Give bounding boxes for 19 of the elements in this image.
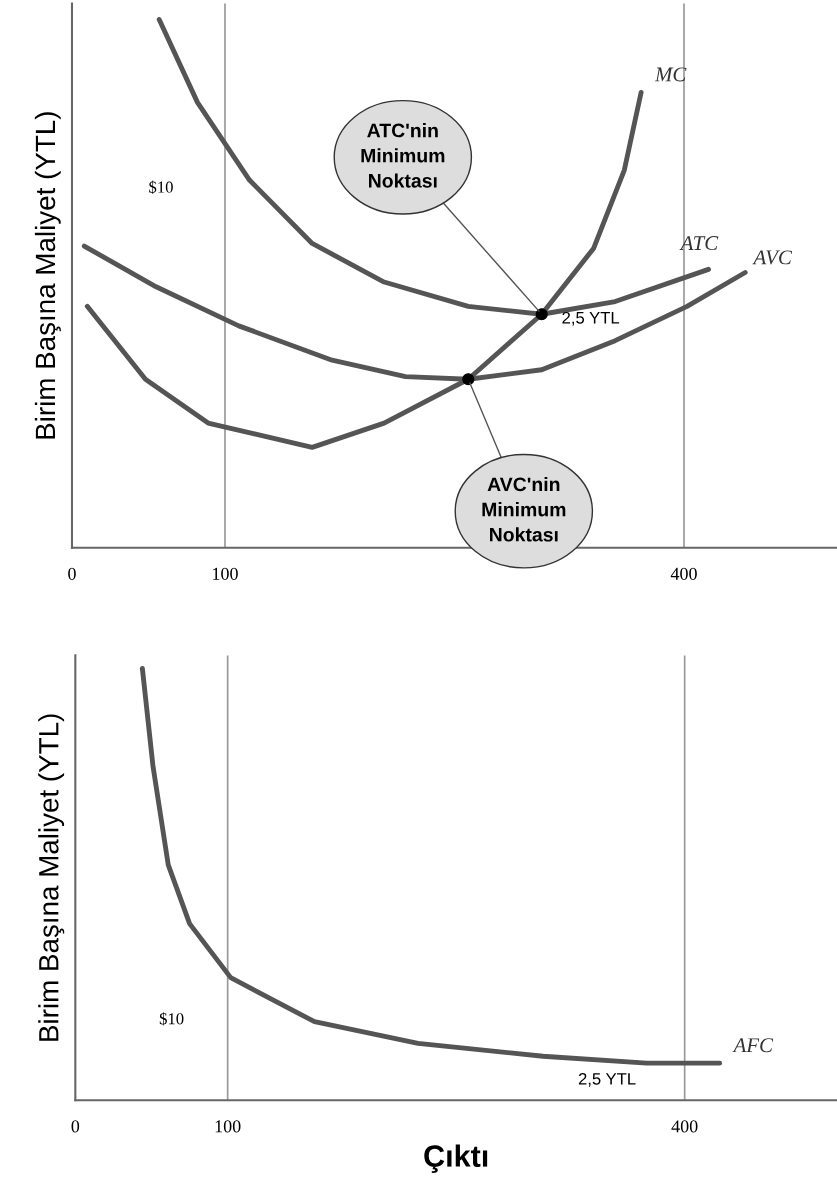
x-tick-label: 400 [671, 1120, 698, 1133]
series-label: AVC [752, 250, 793, 265]
annotation: 2,5 YTL [578, 1072, 636, 1087]
x-tick-label: 0 [68, 567, 76, 580]
x-axis-title: Çıktı [424, 1144, 488, 1173]
annotation: AVC'nin Minimum Noktası [482, 476, 566, 542]
y-axis-title: Birim Başına Maliyet (YTL) [38, 714, 65, 1041]
series-label: AFC [732, 1038, 774, 1053]
series-label: MC [654, 67, 687, 82]
x-tick-label: 100 [213, 567, 238, 580]
annotation: $10 [149, 180, 173, 194]
series-label: ATC [679, 236, 719, 251]
annotation: ATC'nin Minimum Noktası [361, 123, 445, 188]
x-tick-label: 400 [670, 567, 697, 580]
annotation: $10 [159, 1012, 184, 1026]
x-tick-label: 100 [215, 1120, 241, 1133]
x-tick-label: 0 [71, 1120, 80, 1133]
y-axis-title: Birim Başına Maliyet (YTL) [34, 112, 61, 439]
annotation: 2,5 YTL [562, 311, 620, 326]
